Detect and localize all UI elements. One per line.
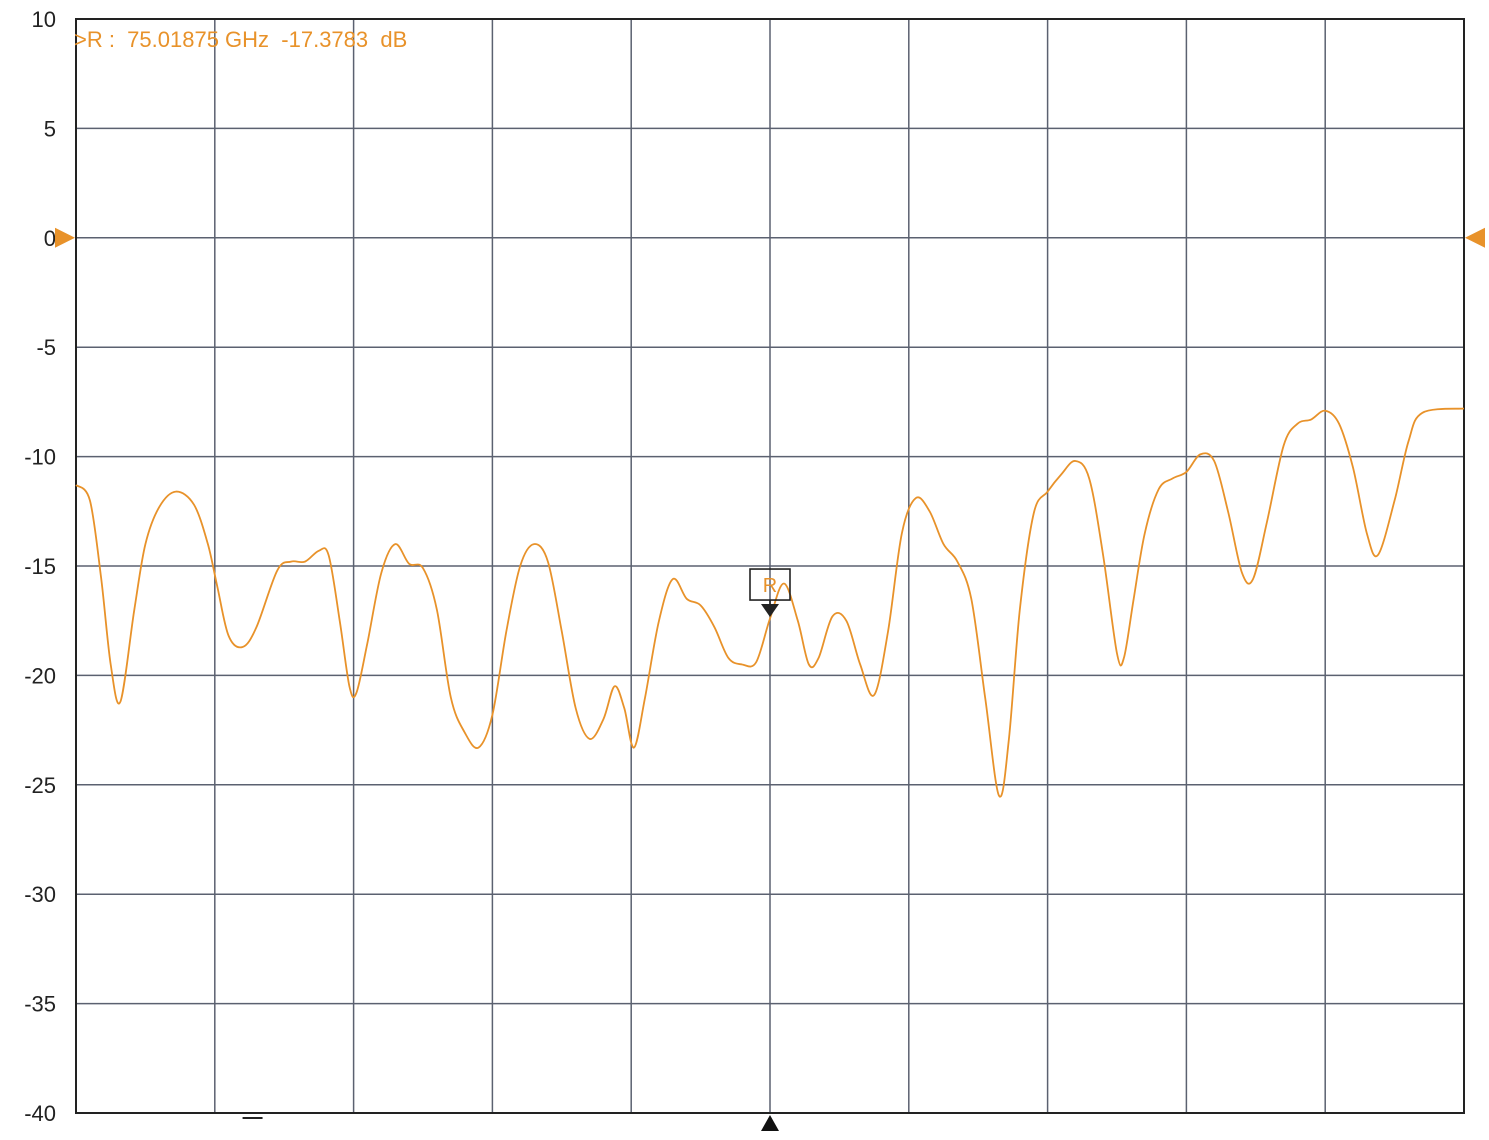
plot-frame (75, 18, 1465, 1114)
y-tick-label: 5 (44, 116, 56, 141)
marker-r[interactable]: R (749, 568, 791, 618)
y-tick-label: -15 (24, 554, 56, 579)
y-tick-label: -10 (24, 445, 56, 470)
y-tick-label: 0 (44, 226, 56, 251)
y-tick-label: 10 (32, 7, 56, 32)
y-tick-label: -40 (24, 1101, 56, 1126)
trace-line (75, 407, 1465, 798)
y-tick-label: -5 (36, 335, 56, 360)
y-tick-label: -25 (24, 773, 56, 798)
marker-r-label: R (763, 575, 777, 597)
y-axis-ticks: 10 5 0 -5 -10 -15 -20 -25 -30 -35 -40 (24, 7, 56, 1126)
y-tick-label: -20 (24, 663, 56, 688)
marker-r-arrow-icon (761, 604, 779, 618)
reference-level-right-arrow-icon (1465, 227, 1485, 248)
stimulus-position-arrow-icon[interactable] (761, 1115, 779, 1131)
grid (76, 19, 1464, 1113)
marker-readout: >R : 75.01875 GHz -17.3783 dB (74, 27, 407, 52)
reference-level-markers (55, 227, 1485, 248)
y-tick-label: -35 (24, 992, 56, 1017)
y-tick-label: -30 (24, 882, 56, 907)
reference-level-left-arrow-icon (55, 227, 75, 248)
